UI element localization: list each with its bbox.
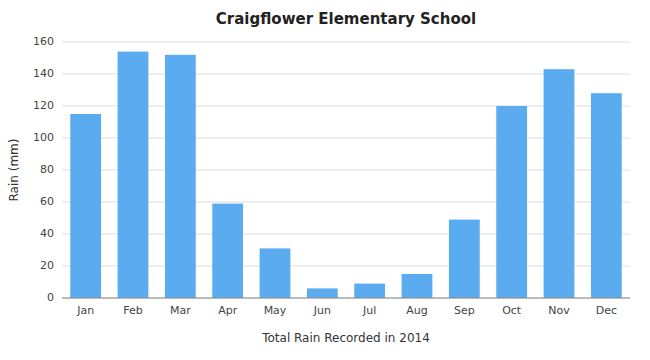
- bar: [70, 114, 101, 298]
- bar: [591, 93, 622, 298]
- x-axis-line: [62, 298, 630, 299]
- y-tick-label: 60: [40, 195, 54, 208]
- bar: [260, 248, 291, 298]
- y-tick-label: 80: [40, 163, 54, 176]
- x-tick-label: Oct: [502, 304, 522, 317]
- y-tick-label: 40: [40, 227, 54, 240]
- y-tick-label: 160: [33, 35, 54, 48]
- bar: [544, 69, 575, 298]
- bar: [449, 220, 480, 298]
- x-tick-label: Jul: [362, 304, 376, 317]
- bar: [307, 288, 338, 298]
- grid: [62, 42, 630, 298]
- x-tick-label: Dec: [596, 304, 617, 317]
- bars: [70, 52, 621, 298]
- bar: [496, 106, 527, 298]
- x-axis-label: Total Rain Recorded in 2014: [261, 331, 430, 345]
- chart-container: 0 20 40 60 80 100 120 140 160 Jan Feb Mar Apr May Jun J…: [0, 0, 650, 360]
- y-tick-label: 120: [33, 99, 54, 112]
- bar: [402, 274, 433, 298]
- x-tick-label: May: [264, 304, 287, 317]
- bar: [118, 52, 149, 298]
- bar: [165, 55, 196, 298]
- y-tick-label: 140: [33, 67, 54, 80]
- y-tick-label: 20: [40, 259, 54, 272]
- x-tick-label: Mar: [170, 304, 191, 317]
- y-axis-label: Rain (mm): [7, 139, 21, 202]
- title: Craigflower Elementary School: [216, 10, 476, 28]
- x-tick-label: Apr: [218, 304, 238, 317]
- x-tick-label: Jan: [76, 304, 94, 317]
- bar: [354, 284, 385, 298]
- x-tick-label: Feb: [123, 304, 142, 317]
- x-tick-label: Nov: [548, 304, 570, 317]
- bar: [212, 204, 243, 298]
- x-tick-label: Jun: [313, 304, 331, 317]
- chart: 0 20 40 60 80 100 120 140 160 Jan Feb Mar Apr May Jun J…: [0, 0, 650, 360]
- grid-line: [62, 42, 630, 43]
- y-tick-label: 0: [47, 291, 54, 304]
- x-tick-label: Sep: [454, 304, 475, 317]
- x-tick-label: Aug: [406, 304, 427, 317]
- grid-line: [62, 298, 630, 299]
- y-tick-label: 100: [33, 131, 54, 144]
